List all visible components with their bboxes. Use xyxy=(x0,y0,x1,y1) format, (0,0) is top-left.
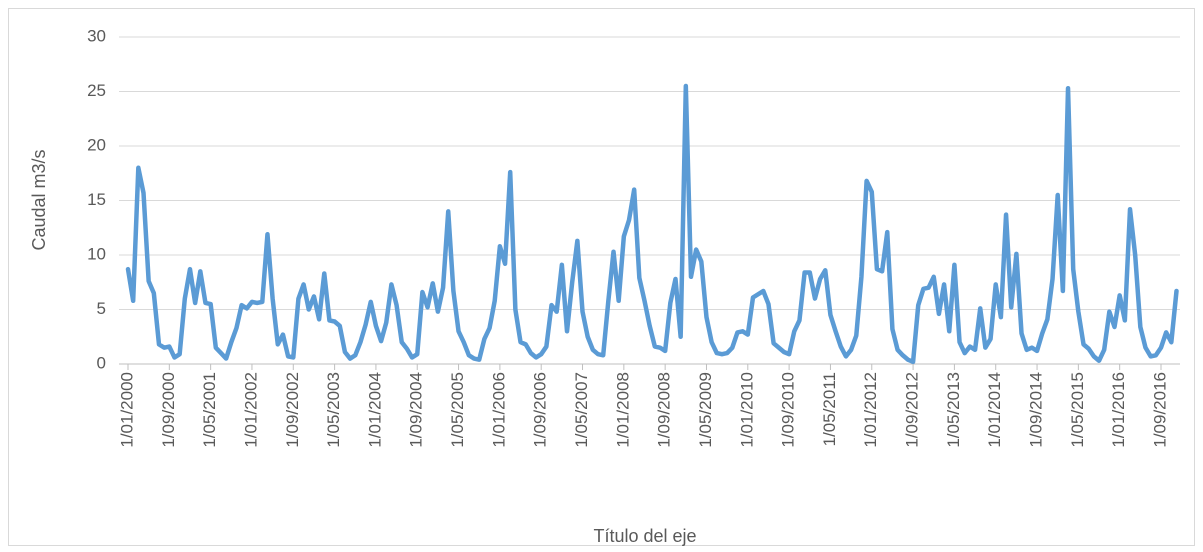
data-line xyxy=(125,83,1179,365)
x-tick-label: 1/09/2004 xyxy=(407,372,426,448)
x-tick-label: 1/09/2016 xyxy=(1150,372,1169,448)
x-tick-label: 1/09/2008 xyxy=(655,372,674,448)
x-tick-label: 1/09/2006 xyxy=(531,372,550,448)
y-tick-label: 0 xyxy=(97,353,106,372)
y-axis-title: Caudal m3/s xyxy=(29,149,49,250)
y-tick-label: 5 xyxy=(97,299,106,318)
x-tick-label: 1/01/2008 xyxy=(613,372,632,448)
y-tick-label: 10 xyxy=(87,244,106,263)
y-tick-label: 30 xyxy=(87,26,106,45)
x-tick-label: 1/05/2007 xyxy=(572,372,591,448)
y-tick-label: 20 xyxy=(87,135,106,154)
x-tick-label: 1/05/2001 xyxy=(200,372,219,448)
x-tick-label: 1/09/2014 xyxy=(1027,372,1046,448)
chart-frame xyxy=(8,8,1195,546)
x-tick-label: 1/01/2004 xyxy=(365,372,384,448)
x-tick-label: 1/01/2002 xyxy=(241,372,260,448)
x-tick-label: 1/05/2005 xyxy=(448,372,467,448)
x-tick-label: 1/05/2013 xyxy=(944,372,963,448)
x-axis-title: Título del eje xyxy=(593,526,696,546)
x-tick-label: 1/01/2014 xyxy=(985,372,1004,448)
x-tick-label: 1/01/2006 xyxy=(489,372,508,448)
x-tick-label: 1/01/2016 xyxy=(1109,372,1128,448)
x-tick-label: 1/05/2015 xyxy=(1068,372,1087,448)
x-tick-label: 1/01/2010 xyxy=(737,372,756,448)
x-tick-label: 1/05/2003 xyxy=(324,372,343,448)
x-tick-label: 1/05/2011 xyxy=(820,372,839,446)
x-tick-label: 1/09/2000 xyxy=(159,372,178,448)
x-tick-label: 1/09/2012 xyxy=(903,372,922,448)
y-tick-label: 25 xyxy=(87,81,106,100)
x-tick-label: 1/01/2000 xyxy=(117,372,136,448)
y-tick-label: 15 xyxy=(87,190,106,209)
x-tick-label: 1/09/2010 xyxy=(779,372,798,448)
x-tick-label: 1/05/2009 xyxy=(696,372,715,448)
x-tick-label: 1/01/2012 xyxy=(861,372,880,448)
x-tick-label: 1/09/2002 xyxy=(283,372,302,448)
